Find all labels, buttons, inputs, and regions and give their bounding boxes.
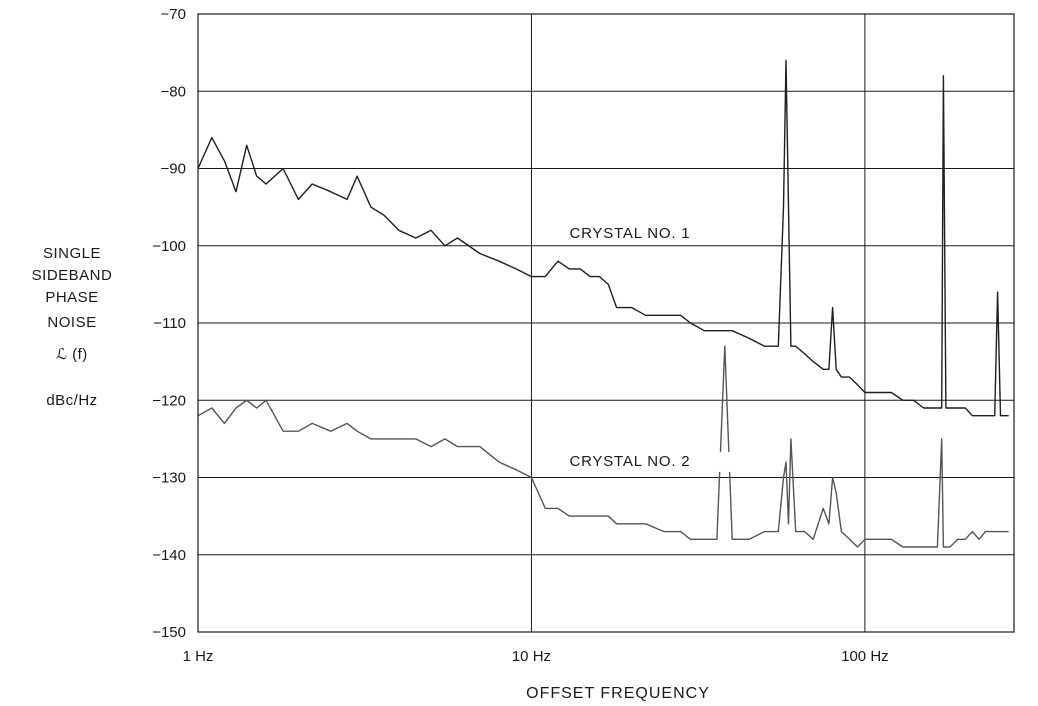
series-annotation: CRYSTAL NO. 1 [569, 225, 690, 242]
y-tick-label: −130 [152, 470, 186, 487]
y-axis-label-line: SINGLE [43, 245, 101, 262]
x-tick-label: 10 Hz [512, 648, 551, 665]
y-axis-label-line: ℒ (f) [56, 346, 88, 363]
y-tick-label: −150 [152, 624, 186, 641]
x-tick-label: 100 Hz [841, 648, 889, 665]
y-tick-label: −90 [161, 161, 186, 178]
annotation-background [565, 224, 738, 245]
y-axis-label-line: NOISE [47, 314, 96, 331]
y-tick-label: −70 [161, 6, 186, 23]
y-tick-label: −120 [152, 392, 186, 409]
annotation-background [565, 451, 738, 472]
annotations: CRYSTAL NO. 1 CRYSTAL NO. 2 [565, 224, 738, 472]
y-tick-label: −110 [153, 315, 186, 332]
x-tick-labels: 1 Hz 10 Hz 100 Hz [183, 648, 889, 665]
plot-frame [197, 13, 1015, 633]
y-tick-label: −80 [161, 83, 186, 100]
y-tick-label: −140 [152, 547, 186, 564]
series-line-2 [197, 345, 1009, 548]
series-annotation: CRYSTAL NO. 2 [569, 453, 690, 470]
y-axis-label: SINGLE SIDEBAND PHASE NOISE ℒ (f) dBc/Hz [32, 245, 113, 409]
series-line-1 [197, 59, 1009, 417]
y-axis-label-line: PHASE [45, 289, 98, 306]
x-tick-label: 1 Hz [183, 648, 214, 665]
x-axis-label: OFFSET FREQUENCY [526, 685, 710, 702]
y-axis-label-line: SIDEBAND [32, 267, 113, 284]
y-tick-labels: −70 −80 −90 −100 −110 −120 −130 −140 −150 [152, 6, 186, 641]
series-group [197, 59, 1009, 548]
y-axis-label-line: dBc/Hz [46, 392, 97, 409]
y-tick-label: −100 [152, 238, 186, 255]
